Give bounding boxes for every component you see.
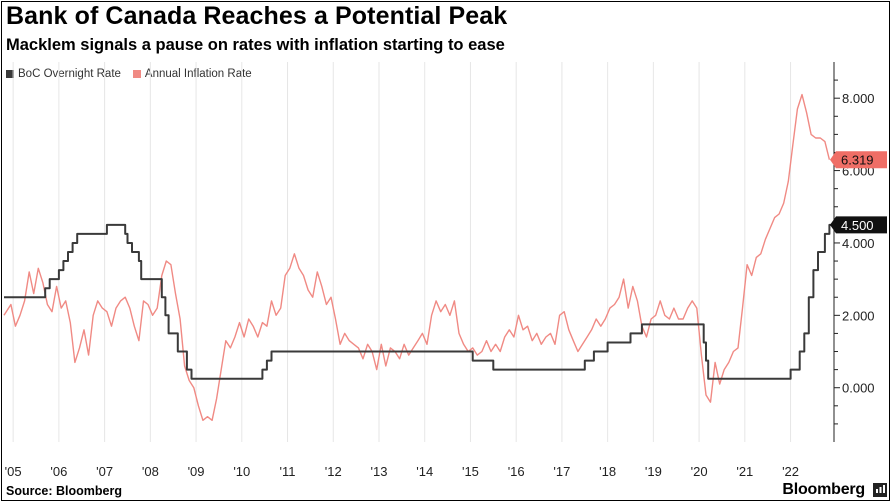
x-tick-label: '22 bbox=[782, 464, 799, 479]
legend-item-inflation-rate: Annual Inflation Rate bbox=[132, 68, 252, 80]
x-tick-label: '13 bbox=[371, 464, 388, 479]
x-tick-label: '11 bbox=[280, 464, 296, 479]
chart-legend: BoC Overnight Rate Annual Inflation Rate bbox=[6, 68, 264, 80]
x-tick-label: '18 bbox=[599, 464, 616, 479]
callout-box bbox=[830, 151, 887, 169]
x-tick-label: '07 bbox=[96, 464, 113, 479]
x-tick-label: '21 bbox=[736, 464, 753, 479]
callout-value: 4.500 bbox=[841, 218, 874, 233]
callout-box bbox=[830, 216, 887, 234]
x-tick-label: '15 bbox=[462, 464, 479, 479]
chart-subtitle: Macklem signals a pause on rates with in… bbox=[6, 36, 505, 54]
x-tick-label: '16 bbox=[508, 464, 525, 479]
legend-item-overnight-rate: BoC Overnight Rate bbox=[6, 68, 121, 80]
legend-label-inflation-rate: Annual Inflation Rate bbox=[144, 68, 252, 80]
x-tick-label: '09 bbox=[188, 464, 205, 479]
x-tick-label: '08 bbox=[142, 464, 159, 479]
x-tick-label: '12 bbox=[325, 464, 342, 479]
legend-swatch-inflation-rate bbox=[132, 70, 141, 78]
bloomberg-logo-icon bbox=[873, 483, 887, 497]
x-tick-label: '17 bbox=[553, 464, 570, 479]
x-tick-label: '06 bbox=[50, 464, 67, 479]
last-value-callout-inflation-rate: 6.319 bbox=[830, 151, 887, 169]
y-tick-label: 4.000 bbox=[842, 236, 875, 251]
source-note: Source: Bloomberg bbox=[6, 484, 122, 498]
legend-swatch-overnight-rate bbox=[6, 70, 14, 78]
legend-label-overnight-rate: BoC Overnight Rate bbox=[18, 68, 121, 80]
callout-value: 6.319 bbox=[841, 153, 874, 168]
x-tick-label: '10 bbox=[233, 464, 250, 479]
x-tick-label: '20 bbox=[691, 464, 708, 479]
y-tick-label: 0.000 bbox=[842, 381, 875, 396]
x-tick-label: '14 bbox=[416, 464, 433, 479]
last-value-callout-overnight-rate: 4.500 bbox=[830, 216, 887, 234]
x-tick-label: '19 bbox=[645, 464, 662, 479]
y-tick-label: 2.000 bbox=[842, 308, 875, 323]
brand-logo-text: Bloomberg bbox=[782, 481, 865, 498]
series-line-overnight-rate bbox=[4, 223, 832, 380]
chart-title: Bank of Canada Reaches a Potential Peak bbox=[6, 2, 508, 30]
y-tick-label: 8.000 bbox=[842, 91, 875, 106]
x-tick-label: '05 bbox=[5, 464, 22, 479]
series-line-inflation-rate bbox=[3, 93, 831, 421]
